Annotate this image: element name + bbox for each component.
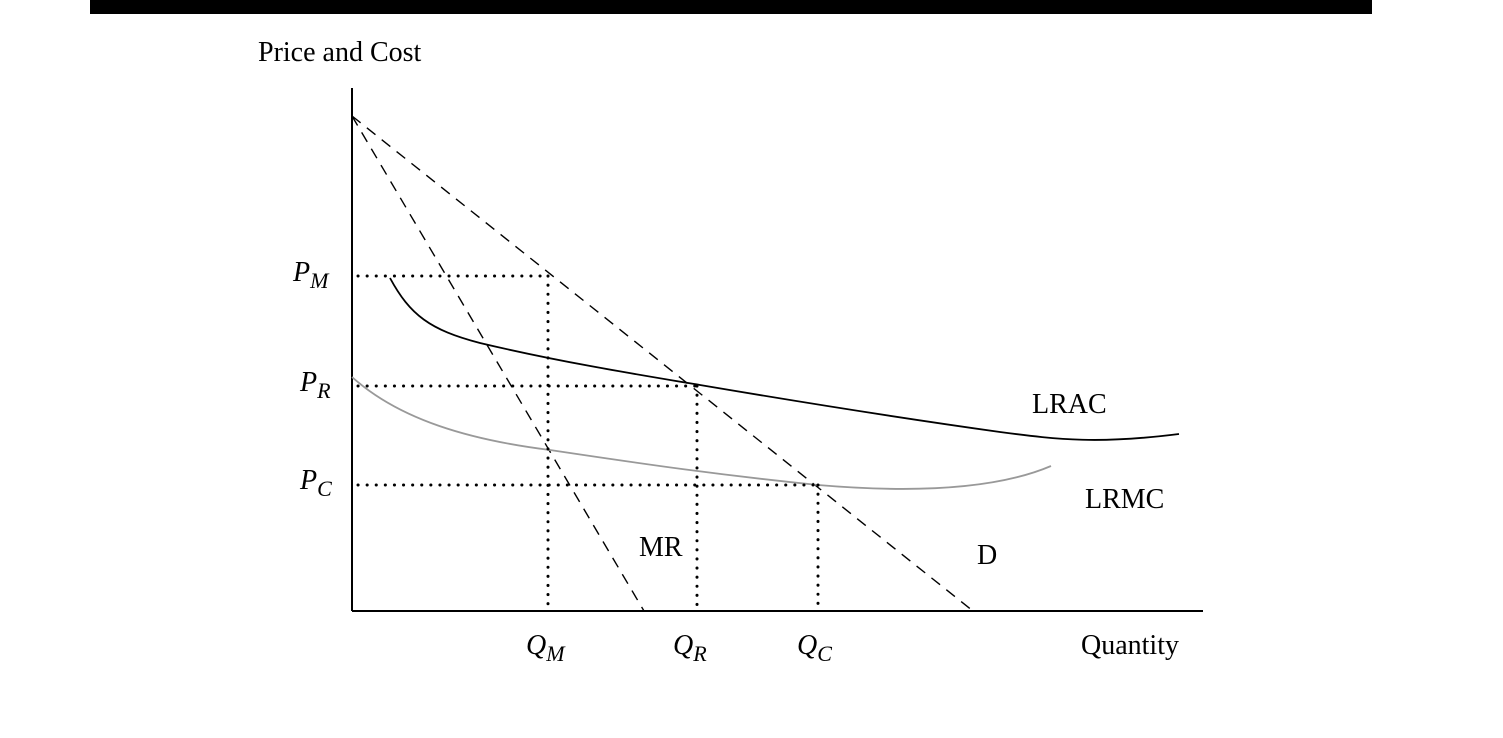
mr-label: MR — [639, 532, 683, 563]
demand-label: D — [977, 540, 997, 571]
price-letter: P — [299, 465, 317, 496]
price-subscript: C — [317, 476, 332, 501]
price-label-pm: PM — [292, 257, 330, 293]
lrac-label: LRAC — [1032, 389, 1107, 420]
quantity-label-qr: QR — [673, 630, 707, 666]
lrmc-label: LRMC — [1085, 484, 1164, 515]
price-label-pr: PR — [299, 367, 331, 403]
top-banner-bar — [90, 0, 1372, 14]
quantity-letter: Q — [526, 630, 546, 661]
price-subscript: R — [316, 378, 331, 403]
quantity-letter: Q — [797, 630, 817, 661]
quantity-subscript: R — [692, 641, 707, 666]
lrmc-curve — [351, 376, 1052, 490]
price-letter: P — [299, 367, 317, 398]
marginal-revenue-curve — [351, 115, 645, 612]
price-subscript: M — [309, 268, 330, 293]
price-label-pc: PC — [299, 465, 332, 501]
quantity-subscript: M — [545, 641, 566, 666]
y-axis-label: Price and Cost — [258, 37, 422, 68]
quantity-label-qm: QM — [526, 630, 566, 666]
x-axis-label: Quantity — [1081, 630, 1179, 661]
quantity-subscript: C — [817, 641, 832, 666]
price-letter: P — [292, 257, 310, 288]
quantity-label-qc: QC — [797, 630, 832, 666]
lrac-curve — [389, 277, 1180, 441]
quantity-letter: Q — [673, 630, 693, 661]
